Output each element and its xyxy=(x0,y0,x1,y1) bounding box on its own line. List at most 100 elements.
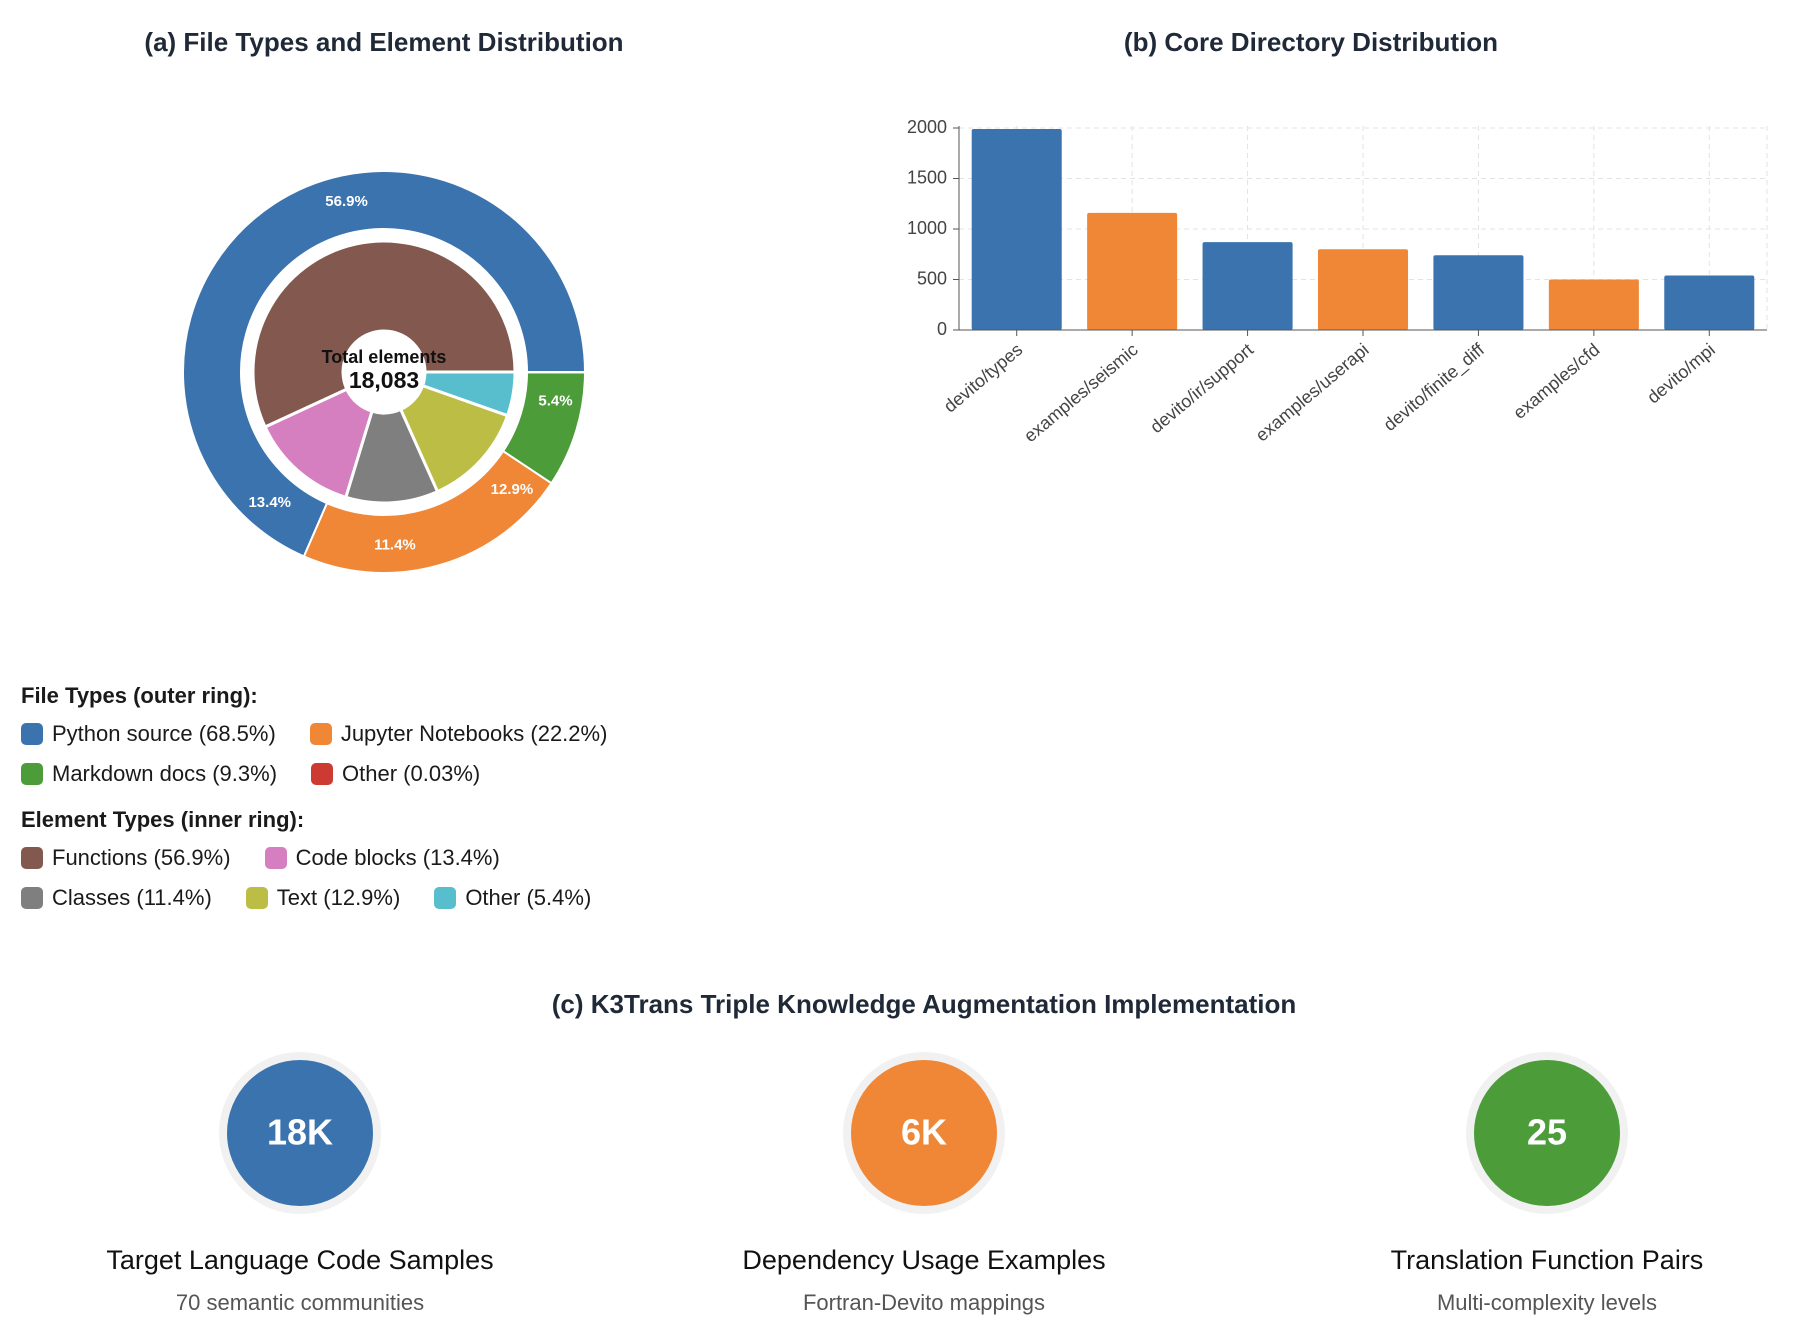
legend-value: (12.9%) xyxy=(317,885,401,910)
legend-group: Element Types (inner ring): Functions (56… xyxy=(21,807,721,911)
bar xyxy=(971,129,1062,330)
stat-circle xyxy=(227,1060,373,1206)
donut-slice xyxy=(263,387,374,500)
legend-swatch xyxy=(245,887,268,909)
y-tick-label: 0 xyxy=(937,319,947,339)
legend-label: Markdown docs xyxy=(52,761,207,786)
legend-percent: 11.4% xyxy=(143,885,205,910)
bar xyxy=(1548,279,1639,330)
slice-label: 11.4% xyxy=(374,537,416,554)
chart-title: (a) File Types and Element Distribution xyxy=(144,27,623,57)
legend: File Types (outer ring): Python source (6… xyxy=(21,683,721,911)
stat-value: 6K xyxy=(901,1112,947,1153)
stat-subtitle: 70 semantic communities xyxy=(176,1290,424,1315)
legend-rows: Functions (56.9%) Code blocks (13.4%) Clas… xyxy=(21,845,681,911)
stat-subtitle: Multi-complexity levels xyxy=(1437,1290,1657,1315)
x-tick-label: examples/userapi xyxy=(1252,339,1373,445)
legend-percent: 12.9% xyxy=(330,885,393,910)
x-tick-label: devito/ir/support xyxy=(1146,339,1257,437)
x-tick-label: devito/mpi xyxy=(1643,339,1719,407)
y-tick-label: 500 xyxy=(917,268,947,288)
legend-percent: 56.9% xyxy=(160,845,224,870)
x-tick-label: devito/finite_diff xyxy=(1380,339,1490,436)
legend-item: Python source (68.5%) xyxy=(21,721,276,747)
donut-slice xyxy=(251,239,517,430)
legend-swatch xyxy=(309,723,332,745)
stat-title: Target Language Code Samples xyxy=(106,1245,493,1275)
bar xyxy=(1433,255,1524,330)
stat-circle xyxy=(1474,1060,1620,1206)
legend-value: (13.4%) xyxy=(416,845,500,870)
legend-label: Other xyxy=(342,761,398,786)
legend-item: Other (0.03%) xyxy=(311,761,480,787)
y-tick-label: 2000 xyxy=(907,117,947,137)
stat-title: Dependency Usage Examples xyxy=(742,1245,1105,1275)
legend-item: Code blocks (13.4%) xyxy=(264,845,500,871)
legend-swatch xyxy=(21,887,43,909)
legend-label: Other xyxy=(465,885,521,910)
slice-label: 56.9% xyxy=(325,193,368,210)
legend-percent: 13.4% xyxy=(430,845,493,870)
legend-value: (68.5%) xyxy=(192,721,276,746)
legend-item: Jupyter Notebooks (22.2%) xyxy=(309,721,608,747)
bar xyxy=(1202,242,1293,330)
legend-swatch xyxy=(21,763,43,785)
bar xyxy=(1317,249,1409,330)
donut-slice xyxy=(182,170,587,558)
legend-heading: File Types (outer ring): xyxy=(21,683,258,708)
legend-swatch xyxy=(434,887,457,909)
stat-subtitle: Fortran-Devito mappings xyxy=(803,1290,1045,1315)
x-tick-label: devito/types xyxy=(940,339,1026,416)
legend-label: Python source xyxy=(52,721,193,746)
legend-percent: 0.03% xyxy=(410,761,473,786)
legend-percent: 5.4% xyxy=(533,885,584,910)
stat-value: 18K xyxy=(267,1112,333,1153)
slice-label: 13.4% xyxy=(248,494,291,511)
legend-value: (0.03%) xyxy=(397,761,481,786)
y-tick-label: 1500 xyxy=(907,167,947,187)
bar xyxy=(1087,212,1178,330)
legend-item: Markdown docs (9.3%) xyxy=(21,761,277,787)
legend-rows: Python source (68.5%) Jupyter Notebooks (… xyxy=(21,721,721,787)
stat-circle xyxy=(851,1060,997,1206)
legend-item: Text (12.9%) xyxy=(245,885,401,911)
legend-percent: 9.3% xyxy=(219,761,270,786)
legend-value: (22.2%) xyxy=(524,721,608,746)
legend-item: Functions (56.9%) xyxy=(21,845,231,871)
legend-swatch xyxy=(264,847,287,869)
legend-heading: Element Types (inner ring): xyxy=(21,807,305,832)
slice-label: 5.4% xyxy=(538,392,572,409)
chart-title: (b) Core Directory Distribution xyxy=(1124,27,1498,57)
legend-percent: 68.5% xyxy=(206,721,269,746)
legend-swatch xyxy=(311,763,334,785)
section-title: (c) K3Trans Triple Knowledge Augmentatio… xyxy=(552,989,1296,1019)
legend-item: Classes (11.4%) xyxy=(21,885,212,911)
legend-label: Text xyxy=(276,885,318,910)
legend-label: Code blocks xyxy=(295,845,417,870)
legend-label: Jupyter Notebooks xyxy=(340,721,525,746)
slice-label: 12.9% xyxy=(491,481,534,498)
legend-value: (56.9%) xyxy=(147,845,231,870)
x-tick-label: examples/seismic xyxy=(1020,339,1142,446)
bar xyxy=(1664,275,1755,330)
donut-slice xyxy=(398,383,510,494)
legend-swatch xyxy=(21,847,43,869)
legend-value: (5.4%) xyxy=(520,885,592,910)
legend-group: File Types (outer ring): Python source (6… xyxy=(21,683,721,787)
center-value: 18,083 xyxy=(349,367,419,393)
legend-label: Functions xyxy=(52,845,148,870)
y-tick-label: 1000 xyxy=(907,218,947,238)
stat-value: 25 xyxy=(1527,1112,1567,1153)
legend-swatch xyxy=(21,723,43,745)
donut-slice xyxy=(420,370,517,418)
legend-value: (9.3%) xyxy=(206,761,278,786)
stat-title: Translation Function Pairs xyxy=(1391,1245,1704,1275)
legend-percent: 22.2% xyxy=(537,721,601,746)
legend-label: Classes xyxy=(52,885,131,910)
legend-item: Other (5.4%) xyxy=(434,885,591,911)
x-tick-label: examples/cfd xyxy=(1509,339,1603,422)
legend-value: (11.4%) xyxy=(130,885,212,910)
center-title: Total elements xyxy=(322,347,447,367)
